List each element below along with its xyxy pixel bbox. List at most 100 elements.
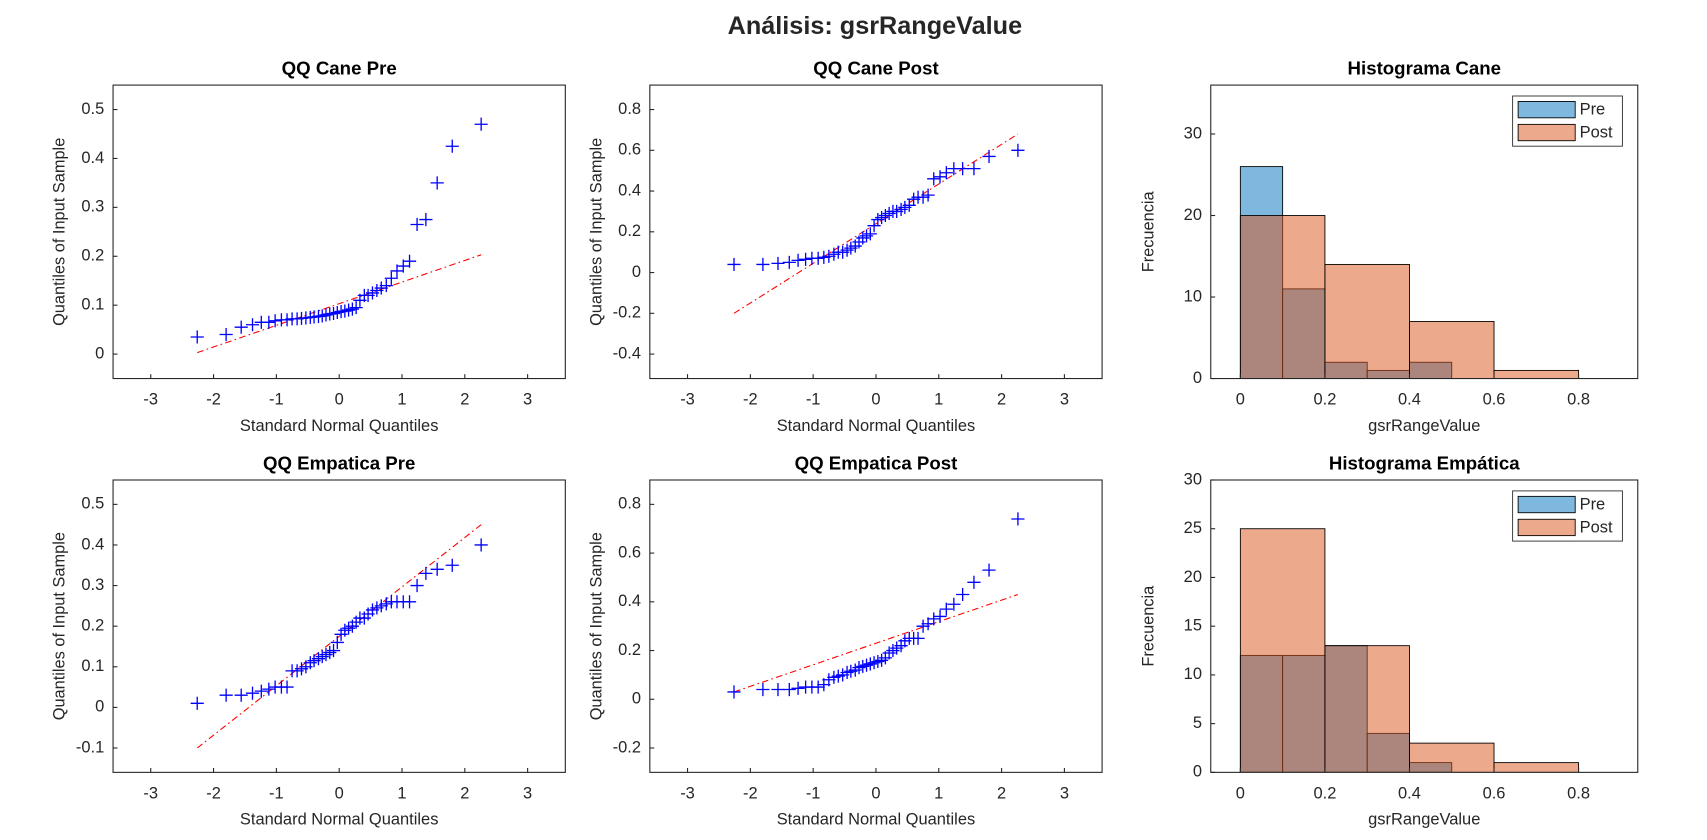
y-tick-label: 0.3 xyxy=(81,198,104,216)
axes-title: Histograma Cane xyxy=(1348,58,1501,79)
histogram-bar xyxy=(1409,742,1495,773)
legend-swatch xyxy=(1517,101,1576,119)
y-tick-label: 15 xyxy=(1184,617,1202,635)
y-tick-label: 0.6 xyxy=(618,543,641,561)
y-tick-label: 0.3 xyxy=(81,576,104,594)
histogram-bar xyxy=(1324,263,1410,379)
data-point xyxy=(811,251,825,265)
y-tick-label: 0.8 xyxy=(618,100,641,118)
y-axis-label: Frecuencia xyxy=(1140,190,1158,272)
x-tick-label: 0 xyxy=(1236,785,1245,803)
data-point xyxy=(402,254,417,268)
y-tick-label: 0 xyxy=(95,344,104,362)
data-point xyxy=(939,602,953,616)
data-point xyxy=(1011,143,1025,157)
x-tick-label: 0.2 xyxy=(1313,391,1336,409)
data-point xyxy=(791,253,805,267)
x-tick-label: 3 xyxy=(523,391,532,409)
y-tick-label: 30 xyxy=(1184,470,1202,488)
reference-line xyxy=(197,254,482,354)
legend: Pre Post xyxy=(1512,490,1623,542)
plot-marks xyxy=(727,512,1025,699)
y-tick-label: 0.4 xyxy=(618,592,641,610)
legend-swatch xyxy=(1517,123,1576,142)
y-axis-label: Quantiles of Input Sample xyxy=(51,138,69,326)
reference-line xyxy=(733,593,1019,693)
subplot: -3 -2 -1 0 1 2 3 -0.1 0 0.1 0.2 0.3 0.4 0.5 QQ Empatic… xyxy=(51,453,566,829)
x-tick-label: -3 xyxy=(143,391,158,409)
legend-label: Pre xyxy=(1580,495,1606,513)
data-point xyxy=(782,682,796,697)
x-tick-label: 0.8 xyxy=(1567,391,1590,409)
x-tick-label: -3 xyxy=(680,785,695,803)
data-point xyxy=(245,318,260,332)
x-tick-label: -1 xyxy=(269,785,284,803)
plot-marks xyxy=(190,117,488,354)
legend-label: Pre xyxy=(1580,101,1606,119)
x-tick-label: 0 xyxy=(871,391,880,409)
x-tick-label: 1 xyxy=(397,785,406,803)
y-tick-label: 0.1 xyxy=(81,296,104,314)
figure-content: Análisis: gsrRangeValue -3 -2 -1 0 1 2 300.10.… xyxy=(51,12,1639,829)
plot-area xyxy=(113,479,566,773)
data-point xyxy=(219,688,233,702)
x-tick-label: 0 xyxy=(335,391,344,409)
histogram-bar xyxy=(1493,762,1580,773)
data-point xyxy=(419,213,433,227)
x-tick-label: -3 xyxy=(680,391,695,409)
y-tick-label: 25 xyxy=(1184,519,1202,537)
x-tick-label: 0.6 xyxy=(1483,785,1506,803)
data-point xyxy=(190,696,204,710)
subplot: -3 -2 -1 0 1 2 3 -0.2 0 0.2 0.4 0.6 0.8 QQ Empatica P… xyxy=(587,453,1103,829)
y-tick-label: 20 xyxy=(1184,206,1202,224)
x-tick-label: -2 xyxy=(743,785,758,803)
histogram-bar xyxy=(1409,321,1495,379)
axes-title: QQ Empatica Post xyxy=(795,453,958,474)
x-tick-label: 3 xyxy=(523,785,532,803)
data-point xyxy=(756,682,770,697)
legend: Pre Post xyxy=(1512,95,1623,147)
y-axis-label: Quantiles of Input Sample xyxy=(51,532,69,720)
legend-swatch xyxy=(1517,518,1576,537)
data-point xyxy=(782,255,796,269)
data-point xyxy=(911,631,925,645)
y-tick-label: 20 xyxy=(1184,568,1202,586)
data-point xyxy=(771,682,785,697)
data-point xyxy=(190,330,204,344)
histogram-bar xyxy=(1324,645,1410,773)
data-point xyxy=(474,538,488,552)
x-tick-label: 2 xyxy=(997,391,1006,409)
data-point xyxy=(863,227,877,241)
data-point xyxy=(326,643,341,658)
data-point xyxy=(927,172,941,186)
data-point xyxy=(402,595,417,609)
data-point xyxy=(262,315,276,329)
y-tick-label: 0.6 xyxy=(618,141,641,159)
y-tick-label: -0.2 xyxy=(613,304,641,322)
data-point xyxy=(967,575,981,589)
x-tick-label: 0 xyxy=(1236,391,1245,409)
x-tick-label: 2 xyxy=(997,785,1006,803)
x-tick-label: 1 xyxy=(934,785,943,803)
y-tick-label: 10 xyxy=(1184,665,1202,683)
data-point xyxy=(811,680,825,694)
x-tick-label: 0.4 xyxy=(1398,785,1421,803)
axes-box xyxy=(1210,84,1639,380)
y-tick-label: 0 xyxy=(632,263,641,281)
data-point xyxy=(727,257,741,271)
y-tick-label: 0.5 xyxy=(81,100,104,118)
data-point xyxy=(219,327,233,342)
y-tick-label: 0 xyxy=(95,698,104,716)
data-point xyxy=(384,271,398,285)
data-point xyxy=(445,139,459,153)
y-tick-label: -0.4 xyxy=(613,344,641,362)
data-point xyxy=(939,166,953,180)
y-tick-label: 0.4 xyxy=(81,149,104,167)
y-tick-label: 0.1 xyxy=(81,657,104,675)
x-tick-label: 3 xyxy=(1060,391,1069,409)
axes-title: QQ Cane Post xyxy=(813,58,938,79)
x-tick-label: 1 xyxy=(397,391,406,409)
histogram-bar xyxy=(1493,369,1580,379)
x-axis-label: Standard Normal Quantiles xyxy=(777,811,976,829)
